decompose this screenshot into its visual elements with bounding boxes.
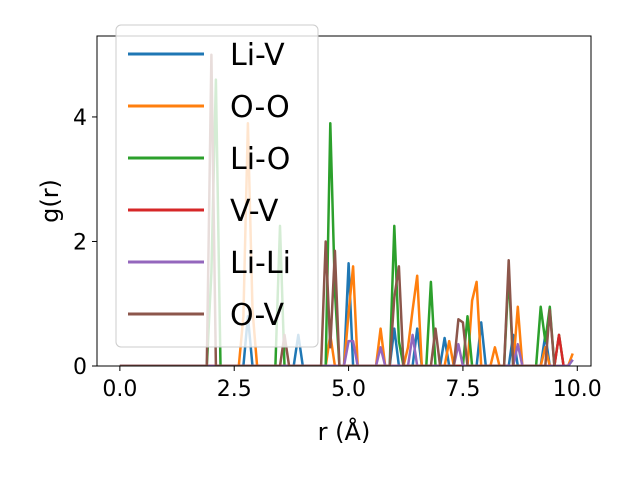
legend-label-li-v: Li-V — [230, 38, 285, 73]
y-tick-label: 2 — [73, 230, 87, 255]
series-line-o-o — [119, 121, 574, 366]
legend-label-li-o: Li-O — [230, 142, 290, 177]
y-tick-label: 0 — [73, 355, 87, 380]
x-tick-label: 5.0 — [331, 377, 366, 402]
x-axis-label: r (Å) — [318, 417, 371, 446]
x-tick-label: 2.5 — [217, 377, 252, 402]
legend-label-v-v: V-V — [230, 194, 279, 229]
legend: Li-V O-O Li-O V-V Li-Li O-V — [115, 24, 319, 348]
series-line-li-li — [119, 333, 574, 366]
x-tick-label: 10.0 — [553, 377, 602, 402]
y-tick-label: 4 — [73, 106, 87, 131]
y-axis-label: g(r) — [36, 179, 64, 223]
ticks-layer: 0.0 2.5 5.0 7.5 10.0 0 2 4 — [73, 106, 602, 402]
series-line-v-v — [119, 333, 569, 366]
legend-box — [115, 24, 319, 348]
x-tick-label: 0.0 — [102, 377, 137, 402]
legend-label-o-v: O-V — [230, 298, 285, 333]
x-tick-label: 7.5 — [445, 377, 480, 402]
plot-frame — [96, 35, 592, 367]
legend-label-li-li: Li-Li — [230, 246, 291, 281]
legend-label-o-o: O-O — [230, 90, 290, 125]
